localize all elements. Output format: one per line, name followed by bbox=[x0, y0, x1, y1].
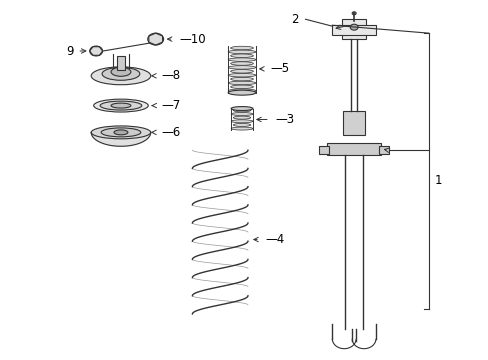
Ellipse shape bbox=[100, 101, 142, 110]
Ellipse shape bbox=[228, 58, 255, 62]
Ellipse shape bbox=[94, 99, 148, 112]
Text: —7: —7 bbox=[162, 99, 181, 112]
Ellipse shape bbox=[228, 66, 255, 69]
Text: 1: 1 bbox=[434, 174, 441, 186]
Bar bbox=[326, 143, 381, 155]
Ellipse shape bbox=[114, 130, 128, 135]
Ellipse shape bbox=[231, 120, 252, 123]
Ellipse shape bbox=[231, 127, 252, 130]
Bar bbox=[318, 146, 328, 154]
Text: 2: 2 bbox=[290, 13, 298, 26]
Ellipse shape bbox=[228, 73, 255, 77]
Ellipse shape bbox=[89, 46, 102, 56]
Ellipse shape bbox=[230, 54, 253, 58]
Text: —8: —8 bbox=[162, 69, 181, 82]
Ellipse shape bbox=[230, 69, 253, 73]
Text: —6: —6 bbox=[162, 126, 181, 139]
Bar bbox=[331, 25, 376, 35]
Ellipse shape bbox=[349, 24, 357, 30]
Ellipse shape bbox=[231, 107, 252, 111]
Ellipse shape bbox=[230, 62, 253, 65]
Bar bbox=[343, 111, 365, 135]
Ellipse shape bbox=[233, 116, 250, 119]
Ellipse shape bbox=[111, 103, 131, 108]
Ellipse shape bbox=[228, 90, 255, 95]
Text: —5: —5 bbox=[270, 62, 289, 75]
Bar bbox=[117, 56, 124, 70]
Ellipse shape bbox=[111, 67, 131, 76]
Text: —10: —10 bbox=[179, 33, 206, 46]
Ellipse shape bbox=[233, 123, 250, 126]
Ellipse shape bbox=[228, 89, 255, 93]
Text: —3: —3 bbox=[275, 113, 294, 126]
Bar bbox=[379, 146, 388, 154]
Bar bbox=[342, 19, 366, 39]
Ellipse shape bbox=[351, 12, 355, 15]
Ellipse shape bbox=[233, 109, 250, 112]
Text: 9: 9 bbox=[66, 45, 73, 58]
Ellipse shape bbox=[230, 77, 253, 81]
Ellipse shape bbox=[91, 126, 150, 139]
Ellipse shape bbox=[102, 67, 140, 80]
Ellipse shape bbox=[228, 81, 255, 85]
Ellipse shape bbox=[147, 33, 163, 45]
Ellipse shape bbox=[228, 50, 255, 54]
Text: —4: —4 bbox=[265, 233, 285, 246]
Polygon shape bbox=[91, 132, 150, 146]
Ellipse shape bbox=[101, 128, 141, 137]
Ellipse shape bbox=[91, 67, 150, 85]
Ellipse shape bbox=[230, 85, 253, 89]
Ellipse shape bbox=[231, 113, 252, 116]
Ellipse shape bbox=[230, 46, 253, 50]
